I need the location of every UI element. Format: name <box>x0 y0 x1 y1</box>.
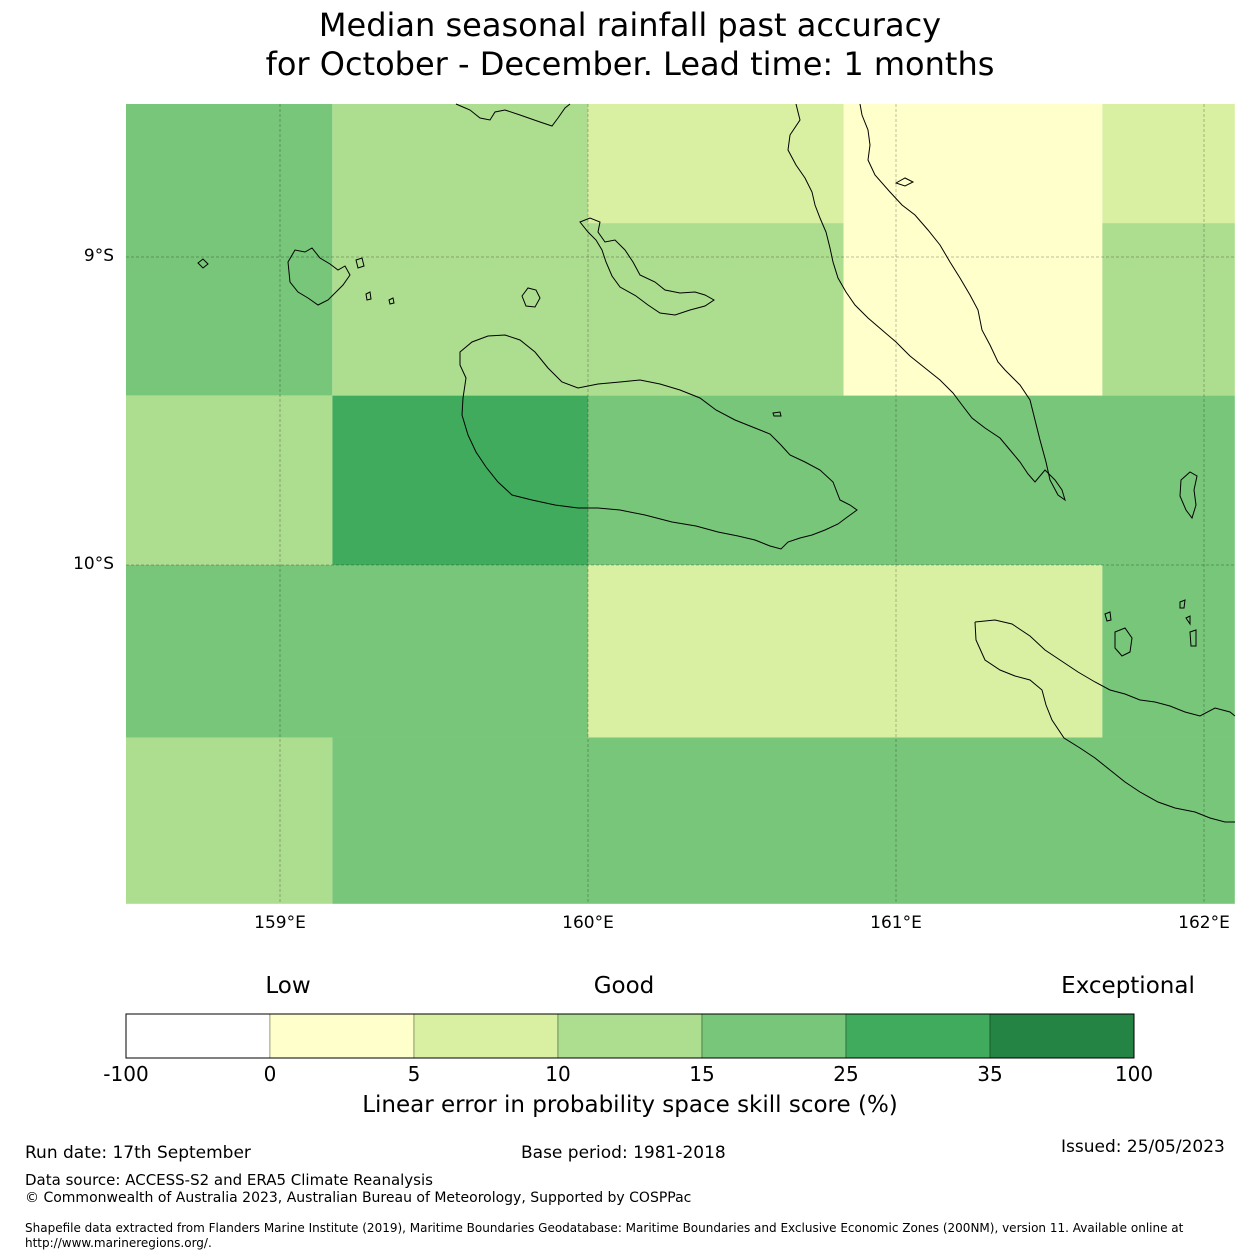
data-source: Data source: ACCESS-S2 and ERA5 Climate … <box>25 1171 433 1189</box>
colorbar <box>125 1013 1135 1059</box>
grid-cell-5 <box>1102 104 1235 224</box>
shapefile-credit: Shapefile data extracted from Flanders M… <box>25 1221 1184 1250</box>
coast-islet-small-2 <box>388 297 395 305</box>
coast-islet-e2 <box>1179 599 1186 609</box>
skill-grid-cells <box>126 104 1235 904</box>
grid-cell-6 <box>1102 223 1235 396</box>
coast-islet-e1 <box>1104 611 1112 622</box>
base-period: Base period: 1981-2018 <box>521 1143 726 1163</box>
coast-islet-ugi <box>1114 627 1133 657</box>
colorbar-bin-2 <box>413 1013 559 1059</box>
colorbar-tick: 15 <box>689 1062 715 1086</box>
coast-malaita-north <box>455 103 571 127</box>
lon-label-162e: 162°E <box>1178 913 1230 933</box>
grid-cell-3 <box>588 223 844 396</box>
grid-cell-0 <box>126 104 333 396</box>
colorbar-category-good: Good <box>593 973 655 999</box>
coast-islet-small-3 <box>365 291 372 301</box>
grid-cell-10 <box>126 565 588 738</box>
coast-islet-guad-n <box>772 411 782 417</box>
chart-title-line2: for October - December. Lead time: 1 mon… <box>265 45 995 83</box>
colorbar-category-low: Low <box>265 973 311 999</box>
lat-label-9s: 9°S <box>83 246 114 266</box>
colorbar-frame <box>125 1013 1135 1059</box>
colorbar-bin-5 <box>845 1013 991 1059</box>
colorbar-bin-4 <box>701 1013 847 1059</box>
issued-date: Issued: 25/05/2023 <box>1061 1137 1225 1157</box>
grid-cell-1 <box>332 104 588 396</box>
grid-cell-13 <box>126 737 333 904</box>
colorbar-tick: 100 <box>1114 1062 1154 1086</box>
colorbar-bin-1 <box>269 1013 415 1059</box>
coast-guadalcanal <box>459 334 858 550</box>
colorbar-bin-6 <box>989 1013 1135 1059</box>
colorbar-tick: 10 <box>545 1062 571 1086</box>
chart-title-line1: Median seasonal rainfall past accuracy <box>318 6 942 44</box>
grid-cell-11 <box>588 565 1103 738</box>
grid-cell-8 <box>332 395 588 565</box>
grid-cell-12 <box>1102 565 1235 738</box>
grid-cell-2 <box>588 104 844 224</box>
coast-nggela-islands <box>287 247 351 306</box>
coast-islet-small-1 <box>355 257 365 269</box>
coast-islet-e4 <box>1189 629 1197 647</box>
coastline-outlines <box>197 103 1236 823</box>
colorbar-label: Linear error in probability space skill … <box>362 1092 898 1118</box>
coast-islet-west <box>197 258 209 269</box>
lat-label-10s: 10°S <box>73 554 114 574</box>
copyright: © Commonwealth of Australia 2023, Austra… <box>25 1190 692 1206</box>
lon-label-160e: 160°E <box>562 913 614 933</box>
coast-savo <box>521 287 541 308</box>
colorbar-category-exceptional: Exceptional <box>1061 973 1195 999</box>
colorbar-tick: 5 <box>407 1062 421 1086</box>
grid-cell-4 <box>843 104 1103 396</box>
run-date: Run date: 17th September <box>25 1143 251 1163</box>
coast-makira-south <box>974 621 1235 823</box>
colorbar-tick: 0 <box>263 1062 277 1086</box>
lon-label-161e: 161°E <box>870 913 922 933</box>
coast-malaita <box>787 103 1066 502</box>
colorbar-tick: 35 <box>977 1062 1003 1086</box>
coast-islet-malaita-n <box>894 177 915 187</box>
graticule <box>126 104 1235 904</box>
colorbar-tick: 25 <box>833 1062 859 1086</box>
grid-cell-14 <box>332 737 1235 904</box>
lon-label-159e: 159°E <box>254 913 306 933</box>
coast-makira <box>974 619 1236 717</box>
grid-cell-7 <box>126 395 333 565</box>
coast-florida-east <box>579 217 715 316</box>
grid-cell-9 <box>588 395 1235 565</box>
coast-islet-e3 <box>1185 615 1191 626</box>
colorbar-tick: -100 <box>103 1062 149 1086</box>
coast-islet-east <box>1179 471 1198 520</box>
colorbar-bin-3 <box>557 1013 703 1059</box>
colorbar-bin-0 <box>125 1013 271 1059</box>
